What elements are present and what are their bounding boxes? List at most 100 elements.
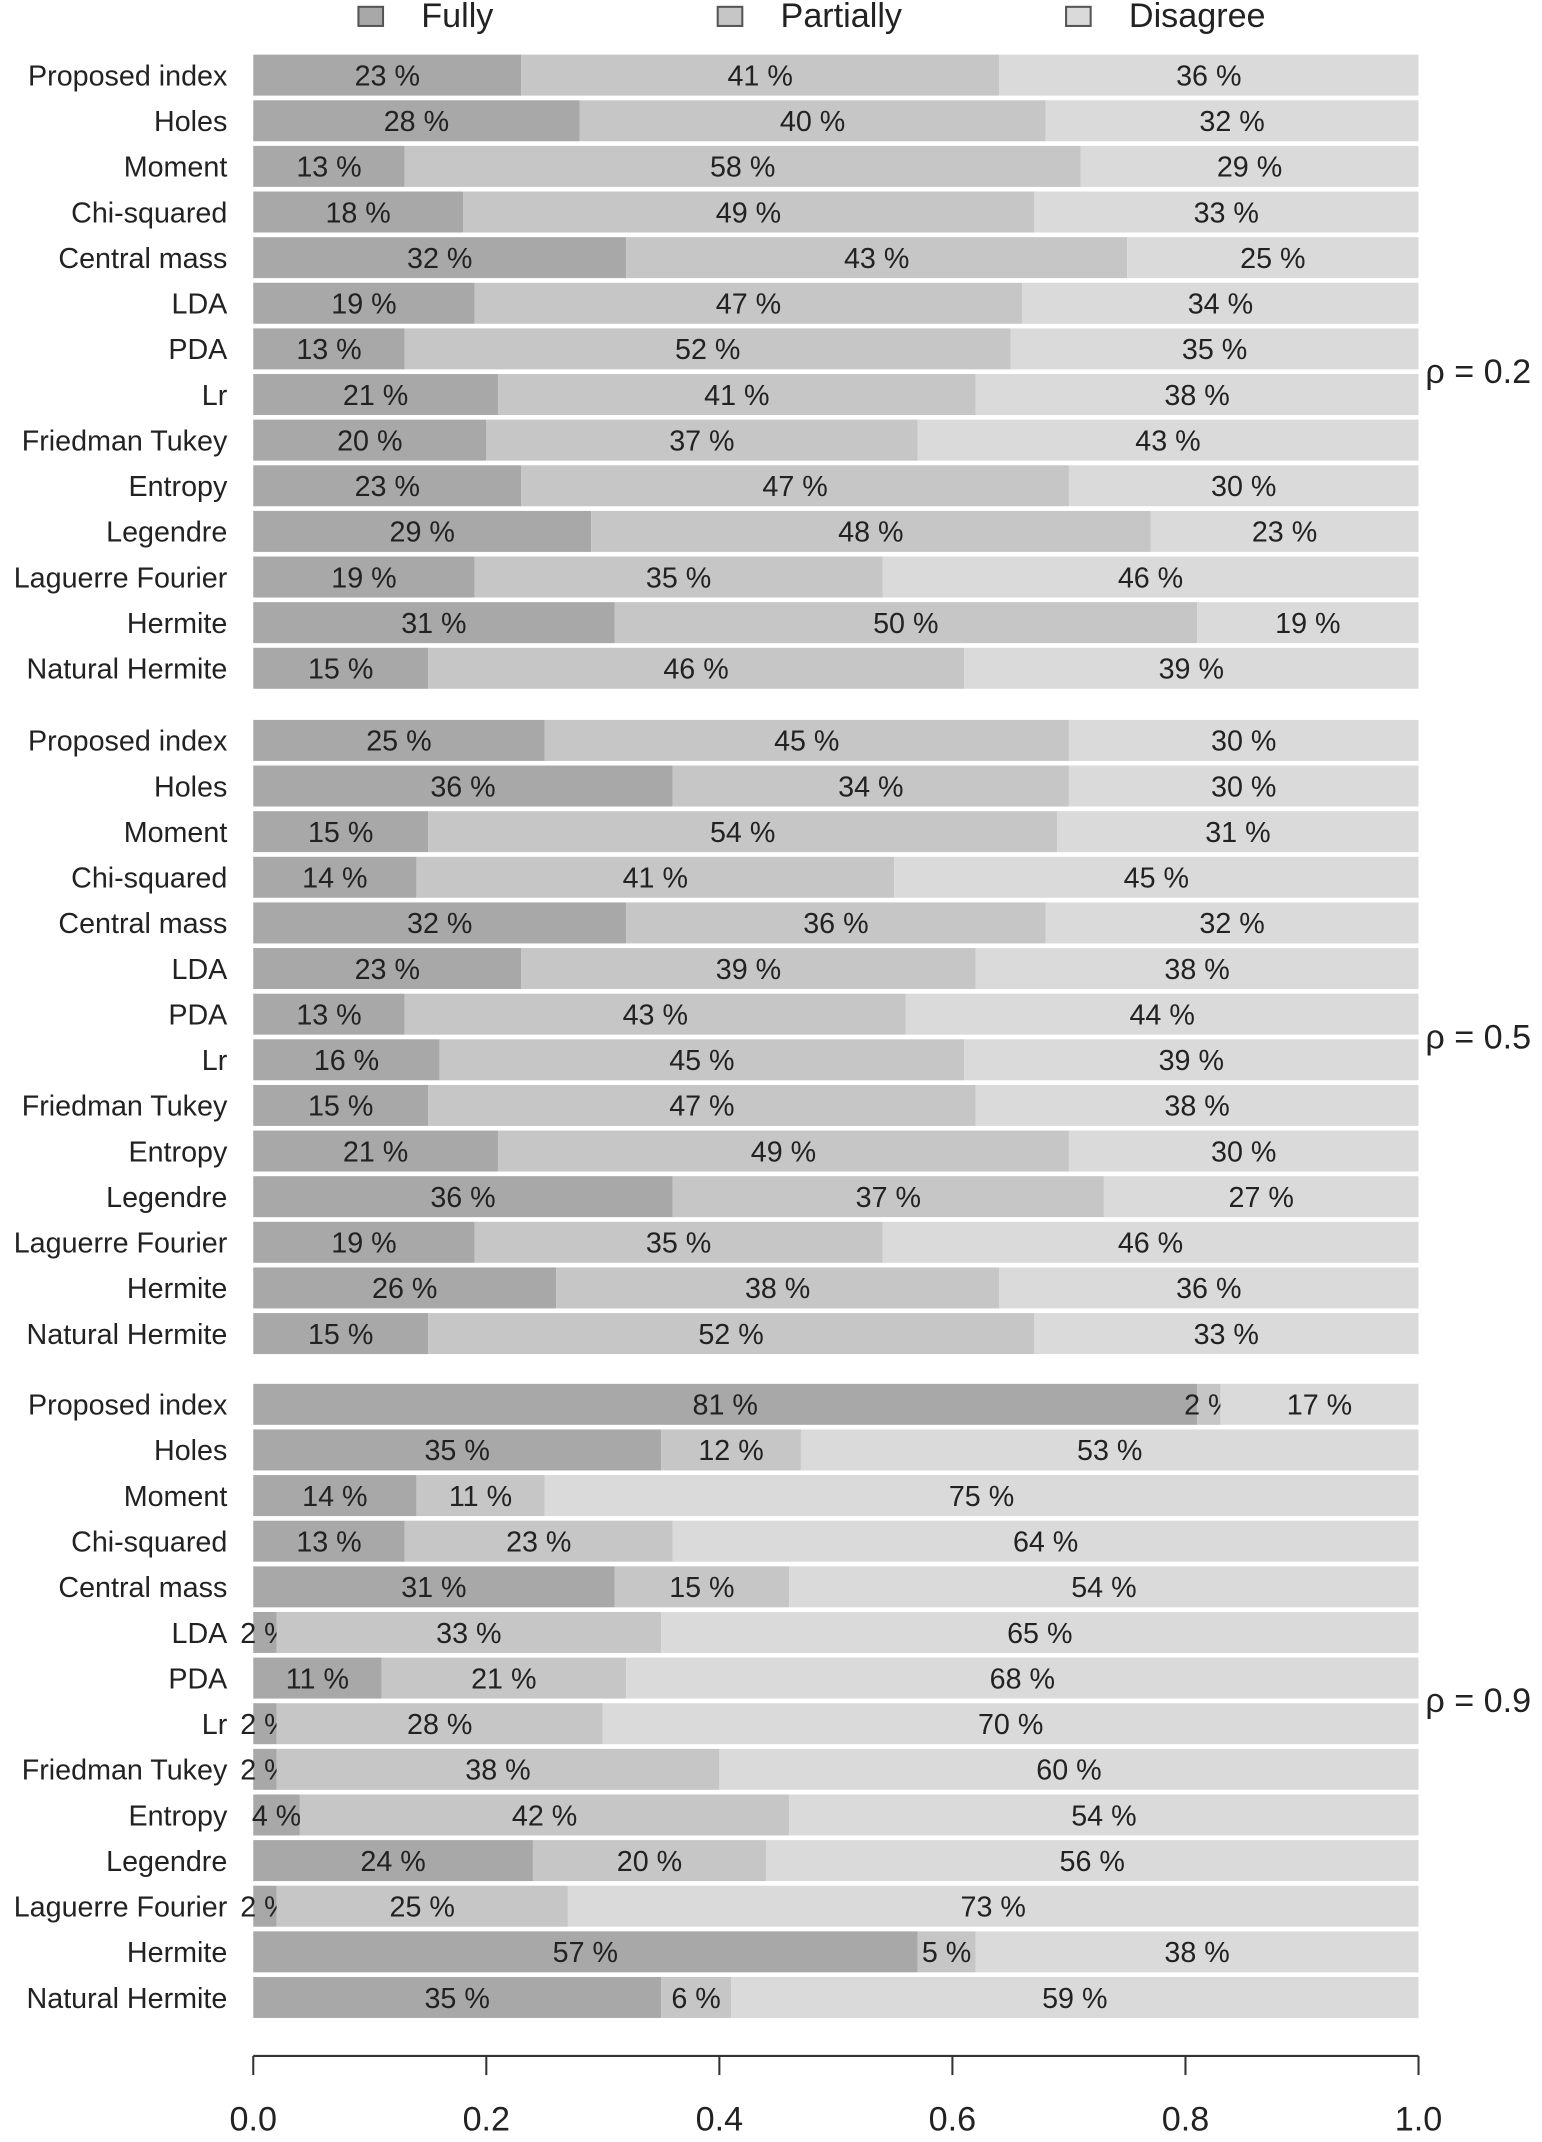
value-label: 21 % [343,380,408,412]
value-label: 31 % [1205,817,1270,849]
bar-segment [404,1520,673,1562]
bar-segment [521,465,1069,507]
bar-segment [614,602,1198,644]
category-label: Legendre [106,517,227,549]
bar-segment [474,1221,883,1263]
value-label: 23 % [355,60,420,92]
bar-segment [253,1475,417,1517]
value-label: 32 % [407,908,472,940]
bar-segment [917,419,1419,461]
value-label: 32 % [1199,106,1264,138]
category-label: Chi-squared [71,1527,227,1559]
value-label: 15 % [308,817,373,849]
value-label: 30 % [1211,726,1276,758]
value-label: 36 % [1176,60,1241,92]
category-label: Central mass [58,243,227,275]
value-label: 32 % [1199,908,1264,940]
bar-segment [731,1976,1419,2018]
bar-segment [416,856,895,898]
bar-segment [428,811,1058,853]
bar-segment [253,1429,662,1471]
category-label: LDA [172,289,229,321]
bar-segment [1045,100,1419,142]
legend-label: Disagree [1129,0,1266,35]
value-label: 13 % [296,334,361,366]
value-label: 60 % [1036,1755,1101,1787]
bar-segment [253,856,417,898]
category-label: Moment [124,1481,228,1513]
bar-segment [404,328,1011,370]
bar-segment [253,1520,405,1562]
value-label: 50 % [873,608,938,640]
value-label: 43 % [844,243,909,275]
value-label: 25 % [1240,243,1305,275]
bar-segment [975,948,1419,990]
bar-segment [253,1703,277,1745]
bar-segment [521,948,976,990]
category-label: Laguerre Fourier [14,1228,228,1260]
value-label: 20 % [337,425,402,457]
category-label: Chi-squared [71,197,227,229]
value-label: 68 % [990,1663,1055,1695]
value-label: 19 % [331,1228,396,1260]
bar-segment [1010,328,1419,370]
bar-segment [253,765,673,807]
value-label: 19 % [331,289,396,321]
value-label: 38 % [465,1755,530,1787]
value-label: 35 % [646,1228,711,1260]
category-label: Holes [154,106,227,138]
bar-segment [1068,1130,1419,1172]
value-label: 45 % [1124,863,1189,895]
value-label: 52 % [675,334,740,366]
bar-segment [253,811,429,853]
bar-segment [253,1885,277,1927]
bar-segment [999,1267,1419,1309]
value-label: 38 % [1164,954,1229,986]
value-label: 23 % [1252,517,1317,549]
bar-segment [556,1267,1000,1309]
bar-segment [253,948,522,990]
value-label: 34 % [1188,289,1253,321]
value-label: 36 % [803,908,868,940]
bar-segment [474,282,1023,324]
bar-segment [253,1657,382,1699]
value-label: 17 % [1287,1390,1352,1422]
value-label: 58 % [710,152,775,184]
legend-label: Fully [421,0,493,35]
x-tick-label: 0.6 [929,2101,976,2139]
bar-segment [253,510,592,552]
bar-segment [544,1475,1419,1517]
value-label: 21 % [471,1663,536,1695]
bar-segment [253,993,405,1035]
value-label: 45 % [669,1045,734,1077]
category-label: Entropy [128,1136,227,1168]
value-label: 41 % [623,863,688,895]
bar-segment [276,1885,568,1927]
bar-segment [463,191,1034,233]
bar-segment [253,602,615,644]
category-label: Entropy [128,471,227,503]
bar-segment [1127,237,1419,279]
value-label: 64 % [1013,1527,1078,1559]
x-tick-label: 1.0 [1395,2101,1442,2139]
bar-segment [253,1084,429,1126]
bar-segment [253,1267,557,1309]
value-label: 47 % [669,1091,734,1123]
bar-segment [276,1611,662,1653]
bar-segment [253,100,580,142]
value-label: 41 % [704,380,769,412]
bar-segment [661,1429,801,1471]
value-label: 31 % [401,608,466,640]
category-label: Holes [154,1435,227,1467]
value-label: 54 % [710,817,775,849]
category-label: Legendre [106,1182,227,1214]
value-label: 30 % [1211,771,1276,803]
value-label: 16 % [314,1045,379,1077]
category-label: Friedman Tukey [22,1091,228,1123]
bar-segment [567,1885,1419,1927]
bar-segment [404,145,1081,187]
bar-segment [1033,191,1419,233]
value-label: 30 % [1211,1136,1276,1168]
value-label: 15 % [308,1319,373,1351]
value-label: 15 % [308,654,373,686]
